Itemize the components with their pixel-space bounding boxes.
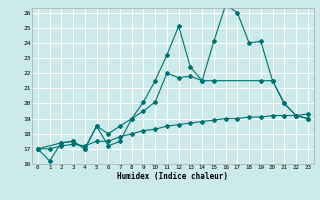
X-axis label: Humidex (Indice chaleur): Humidex (Indice chaleur) <box>117 172 228 181</box>
